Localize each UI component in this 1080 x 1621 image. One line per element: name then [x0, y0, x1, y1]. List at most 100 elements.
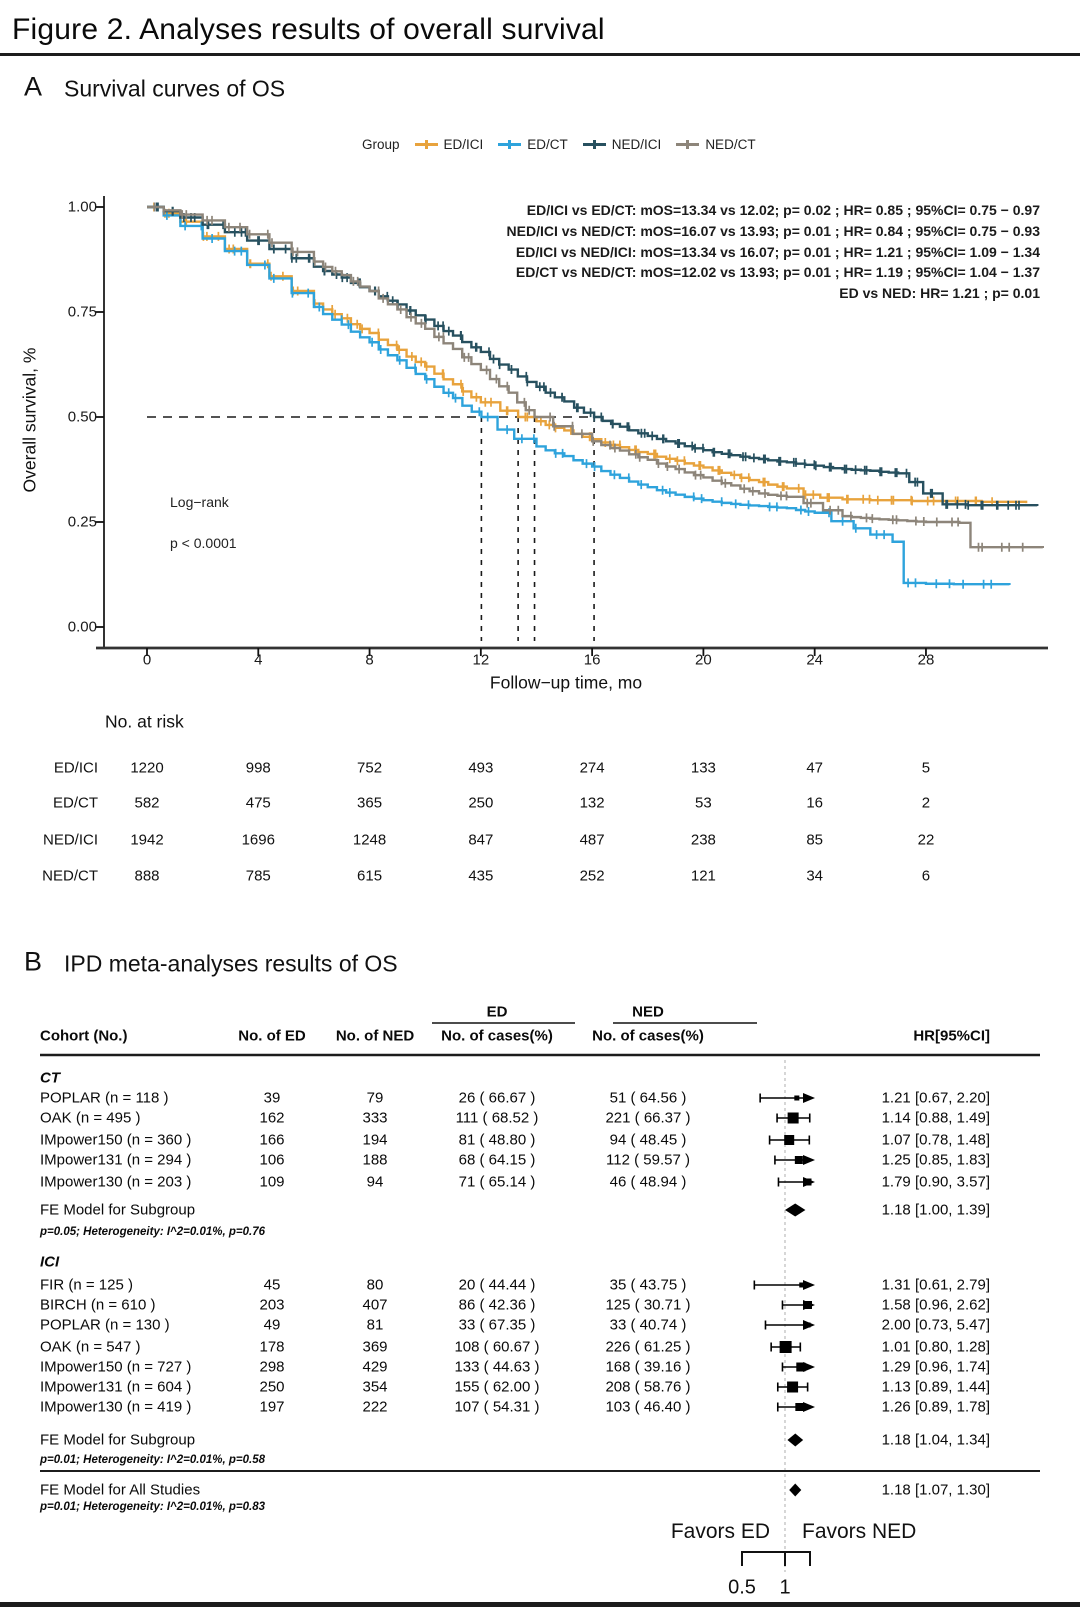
- ned-cases-value: 51 ( 64.56 ): [609, 1089, 687, 1107]
- y-tick-label: 0.00: [67, 618, 97, 636]
- cohort-name: IMpower130 (n = 419 ): [40, 1398, 192, 1416]
- risk-row-label: NED/CT: [42, 867, 98, 885]
- y-tick-label: 0.50: [67, 408, 97, 426]
- hr-ci-value: 1.29 [0.96, 1.74]: [881, 1358, 990, 1376]
- fe-model-diamond: [785, 1203, 806, 1217]
- risk-cell: 6: [921, 867, 931, 885]
- hr-point-square: [787, 1112, 799, 1124]
- km-annotation-line: ED/ICI vs ED/CT: mOS=13.34 vs 12.02; p= …: [526, 202, 1040, 218]
- hr-point-square: [794, 1095, 800, 1101]
- no-of-ed-value: 197: [259, 1398, 285, 1416]
- hr-ci-value: 2.00 [0.73, 5.47]: [881, 1316, 990, 1334]
- cohort-name: IMpower150 (n = 360 ): [40, 1131, 192, 1149]
- x-tick-label: 20: [695, 651, 712, 669]
- ed-cases-value: 107 ( 54.31 ): [454, 1398, 540, 1416]
- fe-model-ici-hr: 1.18 [1.04, 1.34]: [881, 1431, 990, 1449]
- hr-point-square: [779, 1341, 792, 1353]
- header-ed-group: ED: [486, 1003, 508, 1021]
- panel-b-label: B: [24, 946, 43, 977]
- fe-model-all-studies-label: FE Model for All Studies: [40, 1481, 201, 1499]
- hr-ci-value: 1.07 [0.78, 1.48]: [881, 1131, 990, 1149]
- ned-cases-value: 46 ( 48.94 ): [609, 1173, 687, 1191]
- ed-cases-value: 20 ( 44.44 ): [458, 1276, 536, 1294]
- ed-cases-value: 155 ( 62.00 ): [454, 1378, 540, 1396]
- no-of-ed-value: 49: [263, 1316, 281, 1334]
- no-of-ed-value: 45: [263, 1276, 281, 1294]
- no-of-ned-value: 429: [362, 1358, 388, 1376]
- risk-cell: 121: [690, 867, 716, 885]
- legend-line-plus-icon: [498, 140, 522, 149]
- risk-cell: 998: [245, 759, 271, 777]
- legend-item-label: NED/ICI: [611, 137, 662, 152]
- no-of-ned-value: 369: [362, 1338, 388, 1356]
- cohort-name: BIRCH (n = 610 ): [40, 1296, 156, 1314]
- cohort-name: IMpower131 (n = 294 ): [40, 1151, 192, 1169]
- risk-cell: 847: [468, 831, 494, 849]
- ned-cases-value: 35 ( 43.75 ): [609, 1276, 687, 1294]
- fe-model-all-studies-hr: 1.18 [1.07, 1.30]: [881, 1481, 990, 1499]
- favors-ed-label: Favors ED: [670, 1520, 770, 1543]
- fe-model-diamond: [789, 1483, 802, 1497]
- fe-model-all-studies-stats: p=0.01; Heterogeneity: I^2=0.01%, p=0.83: [40, 1501, 266, 1513]
- legend-item-ed-ici: ED/ICI: [414, 137, 484, 152]
- subgroup-label-ici: ICI: [40, 1253, 60, 1271]
- ci-arrow-right: [803, 1280, 815, 1290]
- km-legend-title: Group: [362, 137, 400, 152]
- hr-ci-value: 1.14 [0.88, 1.49]: [881, 1109, 990, 1127]
- no-of-ed-value: 166: [259, 1131, 285, 1149]
- hr-point-square: [795, 1403, 804, 1411]
- risk-cell: 274: [579, 759, 605, 777]
- favors-ned-label: Favors NED: [802, 1520, 917, 1543]
- hr-ci-value: 1.58 [0.96, 2.62]: [881, 1296, 990, 1314]
- header-ned-cases: No. of cases(%): [592, 1027, 704, 1045]
- ed-cases-value: 68 ( 64.15 ): [458, 1151, 536, 1169]
- header-ned-group: NED: [632, 1003, 664, 1021]
- hr-point-square: [799, 1282, 805, 1288]
- risk-cell: 475: [245, 794, 271, 812]
- title-rule: [0, 53, 1080, 56]
- panel-b-title: IPD meta-analyses results of OS: [64, 950, 398, 977]
- fe-model-ct-label: FE Model for Subgroup: [40, 1201, 196, 1219]
- hr-ci-value: 1.21 [0.67, 2.20]: [881, 1089, 990, 1107]
- ed-cases-value: 81 ( 48.80 ): [458, 1131, 536, 1149]
- logrank-label: Log−rank: [170, 494, 229, 510]
- risk-cell: 365: [357, 794, 383, 812]
- figure-title: Figure 2. Analyses results of overall su…: [12, 13, 605, 46]
- risk-cell: 250: [468, 794, 494, 812]
- header-hr-ci: HR[95%CI]: [913, 1027, 990, 1045]
- risk-row-label: ED/ICI: [53, 759, 98, 777]
- risk-cell: 615: [357, 867, 383, 885]
- legend-item-label: ED/CT: [527, 137, 568, 152]
- no-of-ed-value: 203: [259, 1296, 285, 1314]
- ned-cases-value: 221 ( 66.37 ): [605, 1109, 691, 1127]
- risk-cell: 487: [579, 831, 605, 849]
- risk-row-label: ED/CT: [53, 794, 98, 812]
- risk-cell: 22: [917, 831, 935, 849]
- bottom-rule: [0, 1602, 1080, 1607]
- x-tick-label: 0: [142, 651, 152, 669]
- hr-ci-value: 1.26 [0.89, 1.78]: [881, 1398, 990, 1416]
- ci-arrow-right: [803, 1402, 815, 1412]
- no-of-ned-value: 80: [366, 1276, 384, 1294]
- km-survival-chart: [95, 196, 1048, 656]
- cohort-name: IMpower130 (n = 203 ): [40, 1173, 192, 1191]
- risk-cell: 785: [245, 867, 271, 885]
- no-of-ed-value: 162: [259, 1109, 285, 1127]
- hr-point-square: [796, 1362, 806, 1372]
- panel-a-title: Survival curves of OS: [64, 75, 286, 102]
- no-of-ned-value: 188: [362, 1151, 388, 1169]
- cohort-name: OAK (n = 547 ): [40, 1338, 141, 1356]
- ned-cases-value: 208 ( 58.76 ): [605, 1378, 691, 1396]
- legend-item-label: ED/ICI: [443, 137, 484, 152]
- hr-point-square: [787, 1381, 799, 1393]
- no-of-ned-value: 79: [366, 1089, 384, 1107]
- legend-item-ed-ct: ED/CT: [498, 137, 568, 152]
- hr-point-square: [804, 1301, 812, 1309]
- ed-cases-value: 108 ( 60.67 ): [454, 1338, 540, 1356]
- km-annotations: ED/ICI vs ED/CT: mOS=13.34 vs 12.02; p= …: [507, 200, 1040, 304]
- hr-ci-value: 1.25 [0.85, 1.83]: [881, 1151, 990, 1169]
- forest-plot: [40, 1022, 1040, 1572]
- no-of-ned-value: 222: [362, 1398, 388, 1416]
- no-of-ned-value: 194: [362, 1131, 388, 1149]
- no-of-ed-value: 298: [259, 1358, 285, 1376]
